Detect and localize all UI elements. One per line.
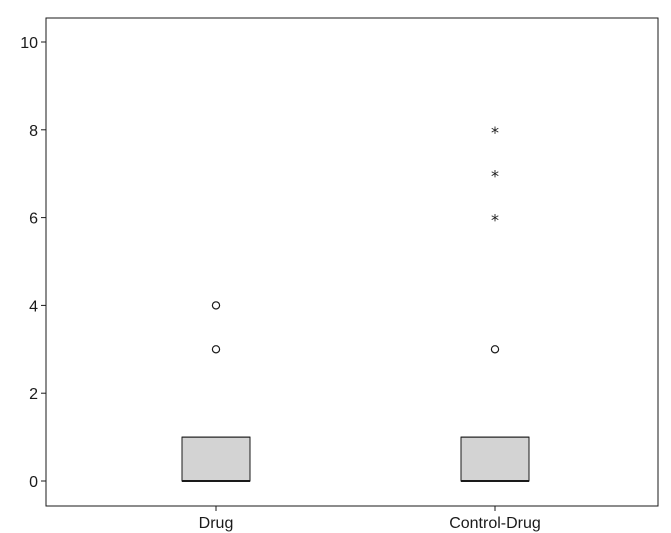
- extreme-point: *: [491, 123, 499, 142]
- y-tick-label-4: 4: [29, 298, 38, 315]
- box-series: * * *: [181, 123, 530, 482]
- box-iqr: [460, 436, 530, 482]
- box-iqr: [181, 436, 251, 482]
- x-axis-labels: Drug Control-Drug: [199, 506, 541, 532]
- outlier-point: [211, 345, 221, 354]
- box-control-drug: * * *: [460, 123, 530, 482]
- x-category-label: Control-Drug: [449, 515, 541, 532]
- box-drug: [181, 301, 251, 482]
- y-tick-label-6: 6: [29, 211, 38, 228]
- y-tick-label-2: 2: [29, 386, 38, 403]
- extreme-point: *: [491, 167, 499, 186]
- outlier-point: [211, 301, 221, 310]
- y-axis: 0 2 4 6 8 10: [20, 35, 46, 491]
- plot-frame: [45, 17, 659, 507]
- y-tick-label-10: 10: [20, 35, 38, 52]
- y-tick-label-0: 0: [29, 474, 38, 491]
- x-category-label: Drug: [199, 515, 234, 532]
- y-tick-label-8: 8: [29, 123, 38, 140]
- extreme-point: *: [491, 211, 499, 230]
- outlier-point: [490, 345, 500, 354]
